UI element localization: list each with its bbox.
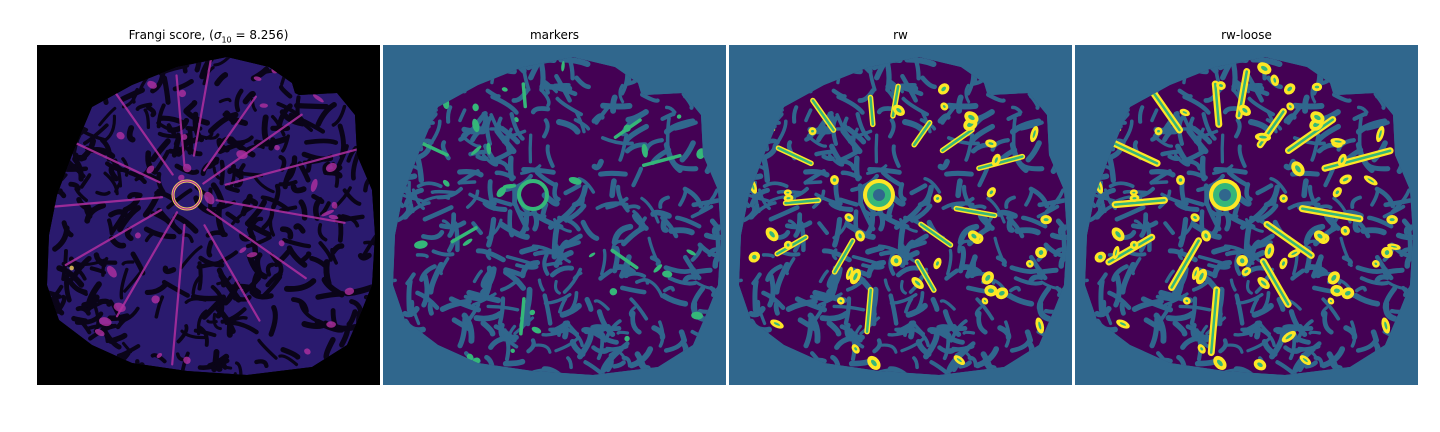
rw-loose-image xyxy=(1075,45,1418,385)
markers-title: markers xyxy=(383,28,726,42)
frangi-score-image xyxy=(37,45,380,385)
frangi-title: Frangi score, (σ10 = 8.256) xyxy=(37,28,380,44)
rw-loose-title: rw-loose xyxy=(1075,28,1418,42)
rw-image xyxy=(729,45,1072,385)
rw-title: rw xyxy=(729,28,1072,42)
markers-image xyxy=(383,45,726,385)
